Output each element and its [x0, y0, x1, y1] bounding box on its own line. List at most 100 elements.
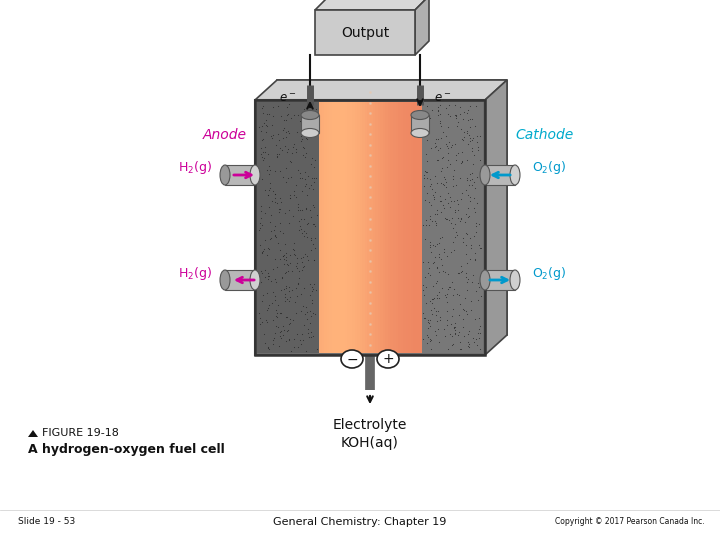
Point — [263, 191, 274, 200]
Point — [266, 197, 278, 205]
Point — [288, 191, 300, 199]
Point — [418, 258, 429, 266]
Point — [469, 335, 481, 343]
Point — [306, 287, 318, 295]
Text: KOH(aq): KOH(aq) — [341, 436, 399, 450]
Point — [285, 158, 297, 166]
Point — [289, 251, 301, 259]
Point — [261, 250, 273, 259]
Point — [446, 214, 458, 222]
Point — [301, 180, 312, 188]
Point — [460, 307, 472, 315]
Point — [434, 116, 446, 125]
Point — [431, 262, 443, 271]
Point — [303, 107, 315, 116]
Point — [461, 156, 472, 164]
Bar — [411, 102, 414, 353]
Point — [428, 210, 440, 219]
Point — [305, 333, 317, 341]
Point — [295, 137, 307, 146]
Point — [455, 125, 467, 134]
Point — [454, 103, 465, 111]
Point — [262, 268, 274, 277]
Point — [278, 229, 289, 238]
Bar — [421, 102, 483, 353]
Ellipse shape — [341, 350, 363, 368]
Point — [421, 102, 433, 110]
Bar — [411, 115, 429, 133]
Point — [279, 296, 291, 305]
Point — [431, 179, 442, 188]
Point — [449, 326, 460, 334]
Point — [425, 215, 436, 224]
Point — [474, 244, 486, 253]
Point — [259, 266, 271, 274]
Point — [470, 218, 482, 227]
Point — [300, 228, 312, 237]
Point — [289, 308, 301, 317]
Point — [256, 144, 267, 153]
Point — [433, 103, 444, 111]
Point — [278, 255, 289, 264]
Point — [269, 190, 281, 198]
Point — [261, 122, 273, 130]
Point — [422, 323, 433, 332]
Point — [466, 146, 477, 155]
Point — [449, 246, 460, 254]
Point — [292, 278, 303, 287]
Point — [443, 199, 454, 207]
Point — [289, 298, 301, 307]
Point — [445, 329, 456, 338]
Point — [259, 235, 271, 244]
Point — [452, 206, 464, 215]
Point — [472, 146, 484, 154]
Point — [281, 163, 292, 172]
Point — [297, 263, 309, 272]
Point — [284, 296, 295, 305]
Point — [440, 183, 451, 191]
Point — [302, 191, 313, 200]
Point — [458, 115, 469, 124]
Point — [441, 178, 452, 187]
Point — [444, 100, 455, 109]
Point — [425, 336, 436, 345]
Point — [307, 240, 319, 249]
Point — [296, 174, 307, 183]
Point — [474, 156, 485, 164]
Point — [464, 176, 475, 185]
Point — [300, 310, 311, 319]
Point — [432, 146, 444, 154]
Point — [284, 319, 296, 328]
Bar — [332, 102, 335, 353]
Point — [266, 211, 277, 219]
Point — [431, 219, 442, 228]
Point — [308, 119, 320, 128]
Point — [274, 227, 285, 235]
Point — [302, 218, 313, 227]
Point — [302, 220, 313, 229]
Ellipse shape — [411, 129, 429, 138]
Point — [462, 129, 473, 138]
Point — [269, 333, 280, 342]
Point — [434, 143, 446, 152]
Point — [424, 296, 436, 305]
Point — [289, 249, 300, 258]
Point — [449, 323, 460, 332]
Point — [469, 338, 480, 347]
Point — [462, 106, 474, 114]
Point — [290, 261, 302, 270]
Point — [434, 110, 446, 118]
Point — [253, 219, 265, 227]
Point — [435, 122, 446, 131]
Point — [305, 312, 317, 320]
Point — [444, 203, 455, 212]
Point — [263, 202, 274, 211]
Text: $-$: $-$ — [346, 352, 358, 366]
Point — [431, 240, 442, 248]
Bar — [385, 102, 388, 353]
Point — [290, 193, 302, 201]
Point — [437, 152, 449, 161]
Point — [426, 180, 437, 188]
Point — [422, 258, 433, 267]
Point — [310, 104, 322, 113]
